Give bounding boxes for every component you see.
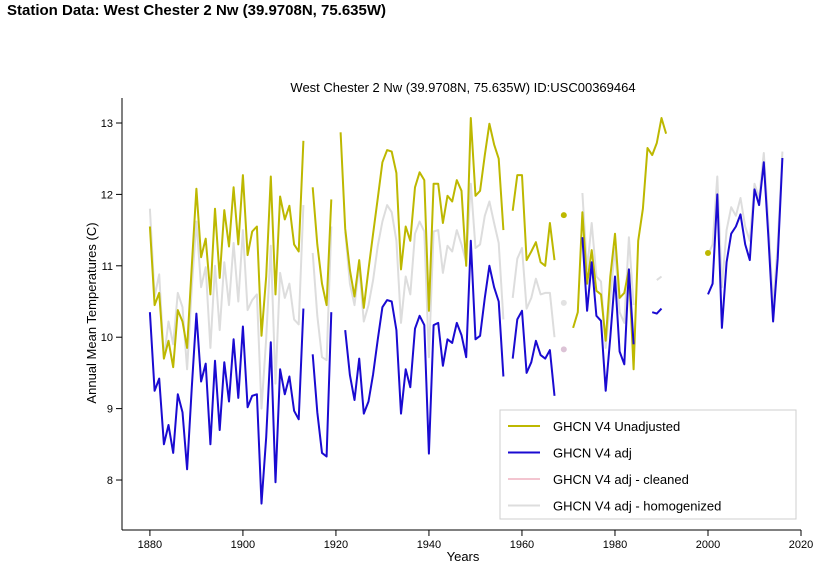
x-tick-label: 2020 — [789, 539, 813, 551]
legend-label: GHCN V4 adj — [553, 446, 632, 461]
y-tick-label: 9 — [107, 404, 113, 416]
series-line-ghcn-v4-adj — [707, 157, 784, 329]
x-tick-label: 1960 — [510, 539, 534, 551]
x-axis-title: Years — [447, 549, 480, 564]
x-tick-label: 1900 — [231, 539, 255, 551]
y-tick-label: 11 — [102, 261, 113, 273]
legend: GHCN V4 Unadjusted GHCN V4 adj GHCN V4 adj… — [499, 409, 797, 520]
data-point-marker — [560, 346, 567, 353]
series-line-ghcn-v4-adj — [511, 309, 556, 396]
x-tick-label: 1940 — [417, 539, 441, 551]
series-line-ghcn-v4-adj — [651, 307, 663, 315]
series-line-ghcn-v4-adj-homogenized — [511, 247, 556, 338]
series-line-ghcn-v4-unadjusted — [339, 117, 505, 312]
series-line-ghcn-v4-adj-homogenized — [581, 192, 635, 349]
series-ghcn-v4-adj — [148, 157, 784, 505]
legend-box — [499, 409, 797, 520]
series-line-ghcn-v4-adj — [148, 308, 305, 505]
x-tick-label: 2000 — [696, 539, 720, 551]
axes-layer: 8 9 10 11 12 13 1880 1900 1920 1940 1960 1980 2000 20… — [101, 98, 813, 551]
series-layer — [148, 117, 784, 505]
y-tick-label: 8 — [107, 475, 113, 487]
x-tick-label: 1880 — [138, 539, 162, 551]
series-line-ghcn-v4-adj — [344, 239, 505, 455]
series-ghcn-v4-unadjusted — [148, 117, 668, 371]
chart-title: West Chester 2 Nw (39.9708N, 75.635W) ID… — [290, 80, 635, 95]
series-line-ghcn-v4-adj-homogenized — [311, 226, 333, 362]
y-tick-label: 12 — [101, 189, 113, 201]
series-line-ghcn-v4-unadjusted — [311, 187, 333, 307]
series-line-ghcn-v4-adj-homogenized — [148, 205, 305, 410]
data-point-marker — [704, 249, 711, 256]
series-line-ghcn-v4-unadjusted — [148, 140, 305, 369]
legend-label: GHCN V4 Unadjusted — [553, 419, 680, 434]
legend-label: GHCN V4 adj - homogenized — [553, 499, 721, 514]
y-tick-label: 13 — [101, 118, 113, 130]
x-tick-label: 1980 — [603, 539, 627, 551]
series-line-ghcn-v4-unadjusted — [511, 174, 556, 267]
series-line-ghcn-v4-adj — [311, 312, 333, 458]
legend-label: GHCN V4 adj - cleaned — [553, 472, 689, 487]
series-line-ghcn-v4-adj — [581, 237, 635, 392]
page-title: Station Data: West Chester 2 Nw (39.9708… — [7, 2, 387, 19]
data-point-marker — [560, 299, 567, 306]
x-tick-label: 1920 — [324, 539, 348, 551]
y-axis-title: Annual Mean Temperatures (C) — [84, 222, 99, 403]
series-line-ghcn-v4-adj-homogenized — [656, 275, 663, 281]
series-line-ghcn-v4-adj-homogenized — [344, 182, 505, 359]
series-line-ghcn-v4-unadjusted — [572, 117, 668, 371]
data-point-marker — [560, 212, 567, 219]
y-tick-label: 10 — [101, 332, 113, 344]
